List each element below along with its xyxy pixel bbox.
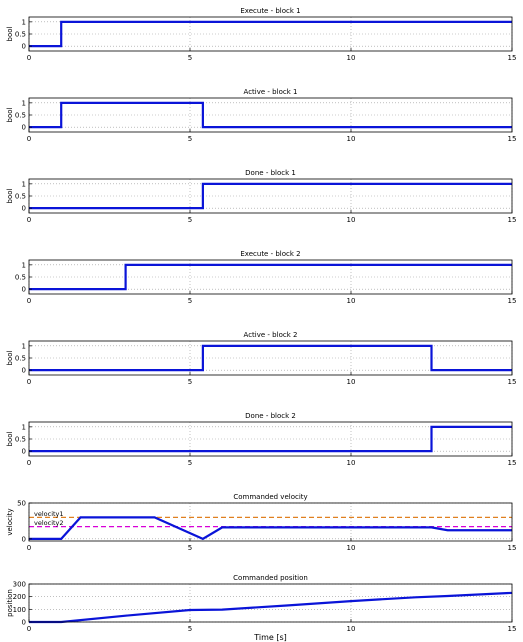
y-tick-label: 0.5 — [15, 274, 26, 282]
x-tick-label: 0 — [27, 135, 31, 143]
x-tick-label: 0 — [27, 54, 31, 62]
x-tick-label: 15 — [508, 216, 517, 224]
x-tick-label: 10 — [347, 216, 356, 224]
y-tick-label: 0.5 — [15, 31, 26, 39]
y-tick-label: 200 — [13, 593, 26, 601]
y-axis-label: bool — [6, 26, 14, 41]
y-tick-label: 300 — [13, 581, 26, 589]
chart-title: Execute - block 1 — [240, 7, 300, 15]
y-tick-label: 1 — [22, 18, 26, 26]
chart-title: Done - block 2 — [245, 412, 296, 420]
chart-title: Commanded velocity — [233, 493, 307, 501]
x-tick-label: 0 — [27, 544, 31, 552]
x-tick-label: 15 — [508, 625, 517, 633]
x-tick-label: 0 — [27, 625, 31, 633]
x-tick-label: 15 — [508, 135, 517, 143]
y-tick-label: 0 — [22, 286, 26, 294]
y-tick-label: 0.5 — [15, 193, 26, 201]
chart-title: Done - block 1 — [245, 169, 296, 177]
x-tick-label: 10 — [347, 297, 356, 305]
y-tick-label: 0.5 — [15, 112, 26, 120]
y-axis-label: bool — [6, 188, 14, 203]
x-tick-label: 10 — [347, 544, 356, 552]
x-tick-label: 15 — [508, 54, 517, 62]
series-line — [29, 344, 512, 372]
x-tick-label: 0 — [27, 297, 31, 305]
series-line — [29, 516, 512, 541]
chart-title: Active - block 1 — [244, 88, 298, 96]
y-tick-label: 0.5 — [15, 355, 26, 363]
x-tick-label: 5 — [188, 625, 192, 633]
y-axis-label: bool — [6, 350, 14, 365]
y-tick-label: 0 — [22, 619, 26, 627]
y-tick-label: 1 — [22, 423, 26, 431]
x-tick-label: 5 — [188, 378, 192, 386]
y-tick-label: 1 — [22, 342, 26, 350]
x-tick-label: 10 — [347, 54, 356, 62]
plot-frame — [28, 583, 513, 623]
series-line — [29, 591, 513, 624]
x-tick-label: 10 — [347, 625, 356, 633]
y-tick-label: 0.5 — [15, 436, 26, 444]
x-tick-label: 15 — [508, 459, 517, 467]
chart-title: Execute - block 2 — [240, 250, 300, 258]
y-axis-label: bool — [6, 107, 14, 122]
x-tick-label: 10 — [347, 459, 356, 467]
chart-title: Commanded position — [233, 574, 308, 582]
x-tick-label: 0 — [27, 216, 31, 224]
y-tick-label: 0 — [22, 448, 26, 456]
y-tick-label: 100 — [13, 606, 26, 614]
y-tick-label: 0 — [22, 535, 26, 543]
x-tick-label: 5 — [188, 135, 192, 143]
y-tick-label: 1 — [22, 99, 26, 107]
series-line — [29, 182, 512, 210]
reference-line-label: velocity2 — [34, 519, 64, 527]
y-tick-label: 1 — [22, 261, 26, 269]
x-tick-label: 5 — [188, 54, 192, 62]
y-tick-label: 0 — [22, 43, 26, 51]
y-tick-label: 0 — [22, 367, 26, 375]
x-tick-label: 10 — [347, 135, 356, 143]
x-tick-label: 0 — [27, 378, 31, 386]
x-tick-label: 15 — [508, 544, 517, 552]
x-tick-label: 5 — [188, 216, 192, 224]
y-axis-label: velocity — [6, 508, 14, 535]
reference-line-label: velocity1 — [34, 510, 64, 518]
y-tick-label: 0 — [22, 205, 26, 213]
x-tick-label: 15 — [508, 378, 517, 386]
x-tick-label: 0 — [27, 459, 31, 467]
y-tick-label: 1 — [22, 180, 26, 188]
series-line — [29, 20, 512, 48]
x-tick-label: 10 — [347, 378, 356, 386]
chart-title: Active - block 2 — [244, 331, 298, 339]
x-tick-label: 5 — [188, 544, 192, 552]
y-tick-label: 50 — [17, 500, 26, 508]
series-line — [29, 101, 512, 129]
x-tick-label: 5 — [188, 459, 192, 467]
x-tick-label: 15 — [508, 297, 517, 305]
y-axis-label: bool — [6, 431, 14, 446]
series-line — [29, 263, 512, 291]
x-tick-label: 5 — [188, 297, 192, 305]
plot-frame — [28, 502, 513, 542]
y-tick-label: 0 — [22, 124, 26, 132]
x-axis-label: Time [s] — [253, 633, 287, 642]
series-line — [29, 425, 512, 453]
y-axis-label: position — [6, 589, 14, 617]
